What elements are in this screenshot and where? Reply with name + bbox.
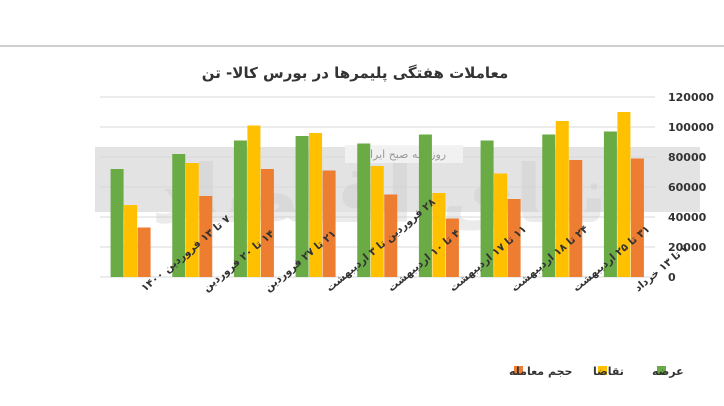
bar-supply <box>480 140 494 277</box>
bar-demand <box>185 163 199 277</box>
bar-volume <box>507 199 521 277</box>
y-tick-label: 20000 <box>668 241 707 254</box>
bar-volume <box>322 170 336 277</box>
bar-demand <box>432 193 446 277</box>
y-tick-label: 0 <box>668 271 676 284</box>
legend-supply-swatch <box>657 366 666 375</box>
legend-volume-swatch <box>514 366 523 375</box>
bar-supply <box>542 134 556 277</box>
y-tick-label: 40000 <box>668 211 707 224</box>
y-axis-ticks: 0 20000 40000 60000 80000 100000 120000 <box>668 91 714 284</box>
legend-demand-swatch <box>598 366 607 375</box>
bar-volume <box>569 160 583 277</box>
bar-volume <box>384 194 398 277</box>
bars <box>110 112 644 277</box>
bar-supply <box>233 140 247 277</box>
legend-volume-label: حجم معامله <box>509 365 572 378</box>
legend: عرضه تقاضا حجم معامله <box>509 365 684 378</box>
bar-demand <box>124 205 138 277</box>
bar-demand <box>370 166 384 277</box>
bar-supply <box>603 131 617 277</box>
bar-demand <box>555 121 569 277</box>
watermark-tag <box>345 145 463 163</box>
y-tick-label: 120000 <box>668 91 714 104</box>
watermark-subtext: روزنامه صبح ایران <box>362 148 446 161</box>
bar-supply <box>172 154 186 277</box>
bar-volume <box>199 196 213 277</box>
y-tick-label: 100000 <box>668 121 714 134</box>
bar-supply <box>357 143 371 277</box>
legend-demand-label: تقاضا <box>593 365 624 378</box>
bar-demand <box>617 112 631 277</box>
bar-supply <box>418 134 432 277</box>
y-tick-label: 80000 <box>668 151 707 164</box>
bar-volume <box>260 169 274 277</box>
bar-volume <box>445 218 459 277</box>
y-tick-label: 60000 <box>668 181 707 194</box>
bar-demand <box>494 173 508 277</box>
bar-demand <box>309 133 323 277</box>
bar-supply <box>110 169 124 277</box>
bar-demand <box>247 125 261 277</box>
bar-volume <box>630 158 644 277</box>
bar-supply <box>295 136 309 277</box>
legend-supply-label: عرضه <box>652 365 684 378</box>
bar-volume <box>137 227 151 277</box>
chart-title: معاملات هفتگی پلیمرها در بورس کالا- تن <box>202 64 509 83</box>
